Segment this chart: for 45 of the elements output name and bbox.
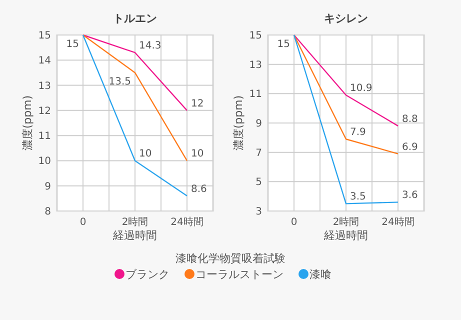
y-tick-label: 11: [38, 131, 51, 142]
x-tick-label: 2時間: [332, 216, 360, 228]
data-label: 8.6: [191, 184, 207, 195]
y-tick-label: 9: [256, 118, 262, 130]
legend-label: 漆喰: [310, 268, 332, 281]
x-tick-label: 24時間: [170, 216, 204, 228]
y-axis-title: 濃度(ppm): [21, 95, 34, 151]
x-axis-title: 経過時間: [323, 229, 368, 242]
y-tick-label: 3: [256, 206, 262, 218]
y-axis-title: 濃度(ppm): [232, 95, 245, 151]
data-label: 15: [277, 39, 290, 50]
text: 漆喰化学物質吸着試験: [176, 252, 286, 265]
data-label: 15: [66, 39, 79, 50]
data-label: 13.5: [108, 76, 131, 88]
y-tick-label: 12: [38, 106, 51, 117]
data-label: 8.8: [402, 114, 418, 125]
data-label: 3.5: [350, 192, 366, 203]
data-label: 10: [139, 148, 152, 160]
y-tick-label: 13: [249, 60, 262, 71]
x-tick-label: 24時間: [382, 216, 414, 228]
data-label: 7.9: [350, 127, 366, 138]
y-tick-label: 9: [44, 181, 51, 192]
x-tick-label: 0: [80, 217, 86, 228]
x-tick-label: 2時間: [122, 216, 148, 228]
y-tick-label: 8: [44, 206, 51, 218]
data-label: 14.3: [139, 40, 162, 52]
y-tick-label: 15: [38, 30, 51, 42]
y-tick-label: 15: [249, 30, 262, 42]
legend-label: コーラルストーン: [196, 268, 284, 281]
y-tick-label: 14: [38, 56, 51, 67]
y-tick-label: 11: [249, 89, 262, 100]
data-label: 6.9: [402, 142, 418, 153]
y-tick-label: 5: [256, 177, 262, 188]
chart-title: キシレン: [324, 12, 368, 25]
data-label: 3.6: [402, 190, 418, 202]
chart-title: トルエン: [113, 12, 157, 25]
y-tick-label: 13: [38, 80, 51, 92]
data-label: 10.9: [350, 83, 372, 94]
x-axis-title: 経過時間: [112, 229, 157, 242]
x-tick-label: 0: [290, 217, 298, 228]
legend-label: ブランク: [126, 268, 170, 281]
y-tick-label: 10: [38, 156, 51, 168]
data-label: 12: [191, 98, 204, 110]
data-label: 10: [191, 148, 204, 160]
y-tick-label: 7: [256, 148, 262, 159]
